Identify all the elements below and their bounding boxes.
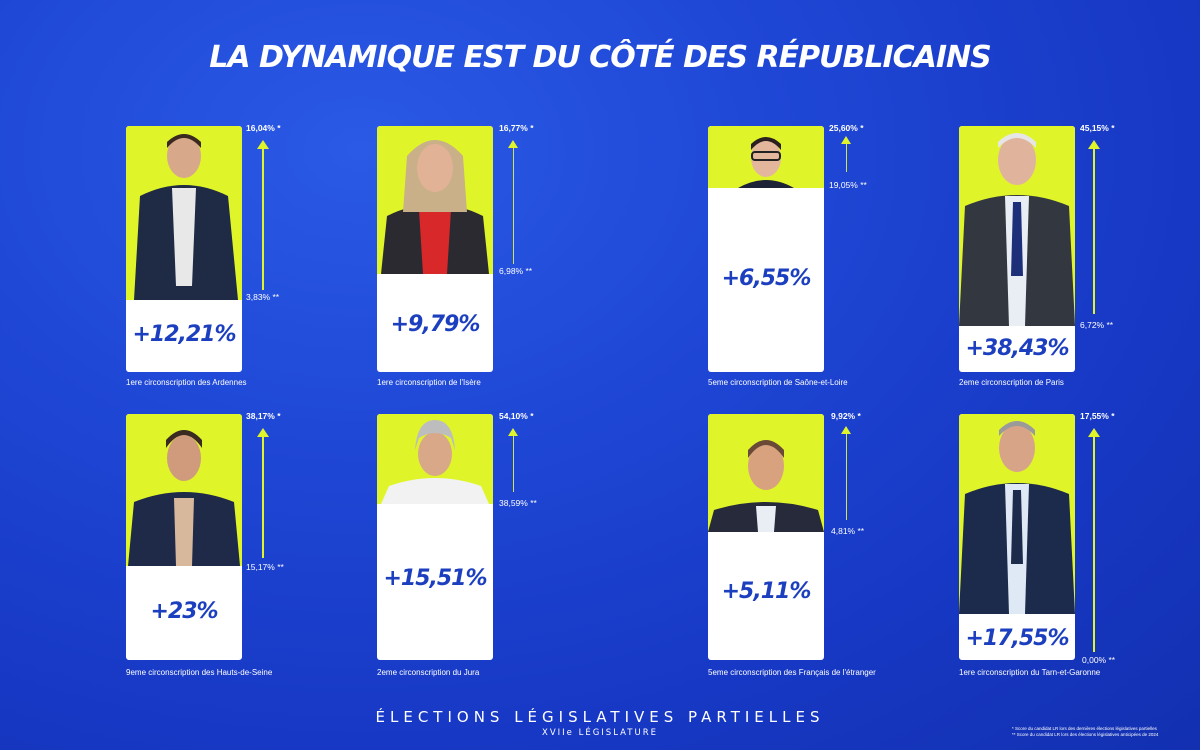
candidate-photo — [708, 414, 824, 532]
circonscription-label: 2eme circonscription de Paris — [959, 378, 1064, 387]
circonscription-label: 5eme circonscription des Français de l'é… — [708, 668, 876, 677]
gain-percentage: +9,79% — [390, 312, 481, 337]
candidate-photo — [126, 126, 242, 300]
trend-arrow — [840, 136, 852, 172]
footnote-1: * Score du candidat LR lors des dernière… — [1012, 726, 1157, 731]
score-before: 0,00% ** — [1082, 655, 1116, 665]
page-title: LA DYNAMIQUE EST DU CÔTÉ DES RÉPUBLICAIN… — [209, 40, 992, 75]
score-now: 25,60% * — [829, 123, 864, 133]
footnotes: * Score du candidat LR lors des dernière… — [1012, 726, 1158, 738]
candidate-card-saone-et-loire: +6,55% — [708, 126, 824, 372]
trend-arrow — [257, 140, 269, 290]
candidate-card-francais-etranger: +5,11% — [708, 414, 824, 660]
score-before: 15,17% ** — [246, 562, 284, 572]
candidate-card-isere: +9,79% — [377, 126, 493, 372]
score-before: 19,05% ** — [829, 180, 867, 190]
score-now: 45,15% * — [1080, 123, 1115, 133]
trend-arrow — [257, 428, 269, 558]
score-now: 17,55% * — [1080, 411, 1115, 421]
score-before: 38,59% ** — [499, 498, 537, 508]
score-before: 6,72% ** — [1080, 320, 1114, 330]
candidate-photo — [377, 126, 493, 274]
candidate-card-jura: +15,51% — [377, 414, 493, 660]
circonscription-label: 1ere circonscription de l'Isère — [377, 378, 481, 387]
gain-percentage: +23% — [150, 599, 218, 624]
candidate-card-paris: +38,43% — [959, 126, 1075, 372]
candidate-photo — [708, 126, 824, 188]
gain-percentage: +12,21% — [132, 322, 236, 347]
trend-arrow — [1088, 428, 1100, 652]
circonscription-label: 5eme circonscription de Saône-et-Loire — [708, 378, 848, 387]
gain-percentage: +17,55% — [965, 626, 1069, 651]
candidate-photo — [959, 126, 1075, 326]
circonscription-label: 1ere circonscription des Ardennes — [126, 378, 247, 387]
candidate-photo — [959, 414, 1075, 614]
trend-arrow — [1088, 140, 1100, 314]
trend-arrow — [840, 426, 852, 520]
score-now: 9,92% * — [831, 411, 861, 421]
candidate-photo — [377, 414, 493, 504]
score-before: 6,98% ** — [499, 266, 533, 276]
score-before: 3,83% ** — [246, 292, 280, 302]
candidate-card-ardennes: +12,21% — [126, 126, 242, 372]
trend-arrow — [507, 140, 519, 264]
gain-percentage: +6,55% — [721, 266, 812, 291]
candidate-card-hauts-de-seine: +23% — [126, 414, 242, 660]
score-now: 16,04% * — [246, 123, 281, 133]
gain-percentage: +38,43% — [965, 336, 1069, 361]
gain-percentage: +5,11% — [721, 579, 812, 604]
footer-subtitle: XVIIe LÉGISLATURE — [542, 728, 658, 738]
circonscription-label: 1ere circonscription du Tarn-et-Garonne — [959, 668, 1101, 677]
footnote-2: ** Score du candidat LR lors des électio… — [1012, 732, 1159, 737]
footer-title: ÉLECTIONS LÉGISLATIVES PARTIELLES — [375, 708, 825, 726]
trend-arrow — [507, 428, 519, 492]
circonscription-label: 9eme circonscription des Hauts-de-Seine — [126, 668, 273, 677]
circonscription-label: 2eme circonscription du Jura — [377, 668, 480, 677]
candidate-card-tarn-et-garonne: +17,55% — [959, 414, 1075, 660]
score-now: 38,17% * — [246, 411, 281, 421]
score-now: 16,77% * — [499, 123, 534, 133]
score-now: 54,10% * — [499, 411, 534, 421]
gain-percentage: +15,51% — [383, 566, 487, 591]
score-before: 4,81% ** — [831, 526, 865, 536]
candidate-photo — [126, 414, 242, 566]
